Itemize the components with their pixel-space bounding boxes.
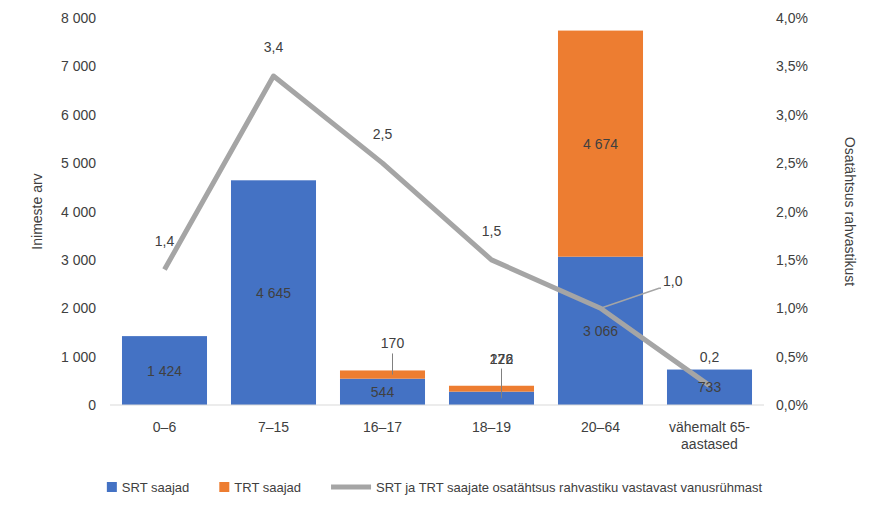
bar-label: 3 066 xyxy=(583,323,618,339)
bar-label: 544 xyxy=(371,384,395,400)
bar-label: 276 xyxy=(490,351,514,367)
x-tick-label-line: aastased xyxy=(681,436,738,452)
bar-label: 733 xyxy=(698,379,722,395)
plot-area xyxy=(122,31,752,405)
y-tick-label: 7 000 xyxy=(61,58,96,74)
x-tick-label: 20–64 xyxy=(581,419,620,435)
legend-label: SRT saajad xyxy=(122,480,189,495)
legend-label: SRT ja TRT saajate osatähtsus rahvastiku… xyxy=(376,480,762,495)
bar xyxy=(667,370,752,405)
bar-label: 122 xyxy=(490,351,514,367)
legend-symbol xyxy=(219,482,229,492)
x-tick-label: 7–15 xyxy=(258,419,289,435)
x-tick-label: 18–19 xyxy=(472,419,511,435)
x-axis-line xyxy=(110,405,764,406)
y2-tick-label: 0,5% xyxy=(776,349,808,365)
label-leader xyxy=(601,288,662,308)
x-tick-label: 16–17 xyxy=(363,419,402,435)
legend: SRT saajad TRT saajad SRT ja TRT saajate o… xyxy=(107,480,763,495)
y2-tick-label: 0,0% xyxy=(776,397,808,413)
bar-label: 4 645 xyxy=(256,285,291,301)
y2-tick-label: 2,5% xyxy=(776,155,808,171)
y2-tick-label: 3,0% xyxy=(776,107,808,123)
y-tick-label: 8 000 xyxy=(61,10,96,26)
x-tick-label-line: 16–17 xyxy=(363,419,402,435)
line-label: 1,0 xyxy=(663,273,683,289)
label-leader xyxy=(501,369,502,389)
legend-label: TRT saajad xyxy=(234,480,301,495)
bar xyxy=(231,180,316,405)
y-tick-label: 3 000 xyxy=(61,252,96,268)
legend-item: TRT saajad xyxy=(219,480,301,495)
bar-label: 1 424 xyxy=(147,363,182,379)
y2-axis-title: Osatähtsus rahvastikust xyxy=(842,137,858,287)
label-leader xyxy=(501,369,502,399)
bar xyxy=(449,392,534,405)
line-label: 1,5 xyxy=(482,223,502,239)
y-axis-title: Inimeste arv xyxy=(29,173,45,249)
label-leader xyxy=(392,353,393,374)
x-tick-label-line: 20–64 xyxy=(581,419,620,435)
line-label: 3,4 xyxy=(264,39,284,55)
bar xyxy=(122,336,207,405)
y2-tick-label: 2,0% xyxy=(776,204,808,220)
legend-symbol xyxy=(331,485,371,490)
bar xyxy=(340,379,425,405)
x-tick-label-line: 7–15 xyxy=(258,419,289,435)
y2-tick-label: 1,0% xyxy=(776,300,808,316)
y2-tick-label: 3,5% xyxy=(776,58,808,74)
x-tick-label-line: vähemalt 65- xyxy=(669,419,750,435)
y-tick-label: 2 000 xyxy=(61,300,96,316)
y-tick-label: 6 000 xyxy=(61,107,96,123)
y2-tick-label: 4,0% xyxy=(776,10,808,26)
chart: 0 1 000 2 000 3 000 4 000 5 000 6 000 7 000 8 00… xyxy=(0,0,869,516)
line-label: 0,2 xyxy=(700,349,720,365)
legend-item: SRT ja TRT saajate osatähtsus rahvastiku… xyxy=(331,480,762,495)
bar xyxy=(340,370,425,378)
x-tick-label: 0–6 xyxy=(153,419,177,435)
x-tick-label-line: 18–19 xyxy=(472,419,511,435)
bar xyxy=(449,386,534,392)
data-labels: 1 424 4 645 544 276 3 066 733 170 122 4 674 1,4 3,… xyxy=(147,39,721,400)
y-tick-label: 0 xyxy=(88,397,96,413)
y-tick-label: 4 000 xyxy=(61,204,96,220)
y-tick-label: 1 000 xyxy=(61,349,96,365)
y-tick-label: 5 000 xyxy=(61,155,96,171)
legend-symbol xyxy=(107,482,117,492)
legend-item: SRT saajad xyxy=(107,480,189,495)
bar-label: 4 674 xyxy=(583,136,618,152)
bar xyxy=(558,31,643,257)
line xyxy=(165,76,710,386)
x-tick-label: vähemalt 65-aastased xyxy=(669,419,750,452)
line-label: 2,5 xyxy=(373,126,393,142)
line-label: 1,4 xyxy=(155,233,175,249)
bar-label: 170 xyxy=(381,335,405,351)
x-tick-label-line: 0–6 xyxy=(153,419,177,435)
y2-tick-label: 1,5% xyxy=(776,252,808,268)
